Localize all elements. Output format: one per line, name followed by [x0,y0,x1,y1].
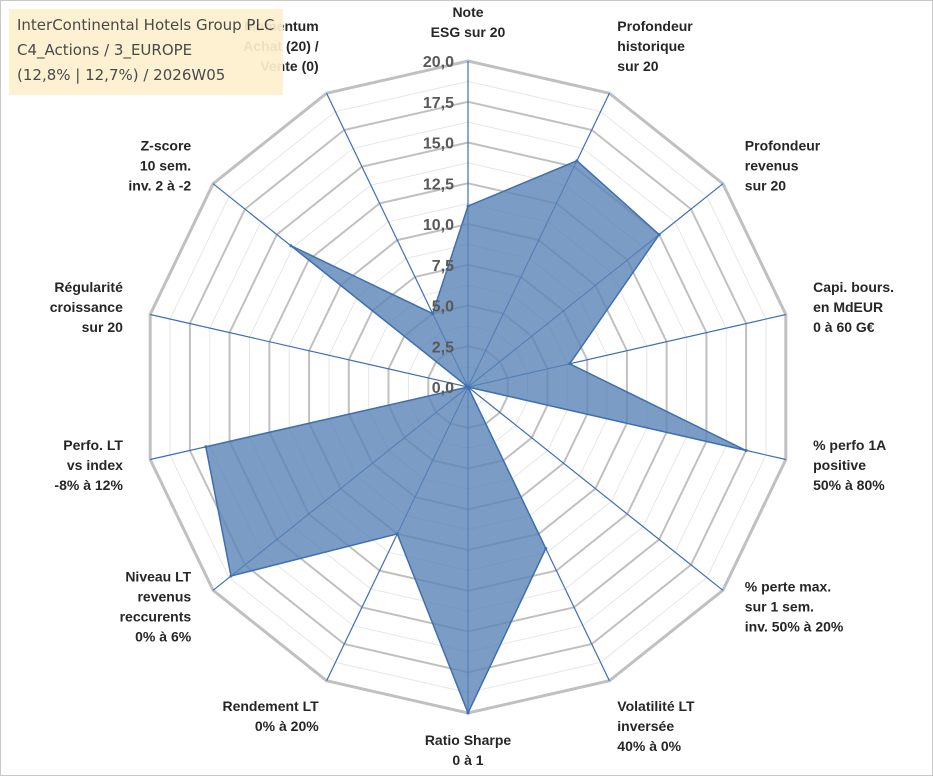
series-point [744,449,748,452]
category-label-line: sur 20 [745,177,786,193]
category-label-line: inversée [617,718,674,734]
category-label: % perte max. sur 1 sem. inv. 50% à 20% [745,579,844,635]
category-label: Rendement LT 0% à 20% [222,698,319,734]
category-label-line: ESG sur 20 [431,24,506,40]
tick-label: 10,0 [423,217,454,234]
company-name: InterContinental Hotels Group PLC [17,16,275,34]
category-label-line: 0 à 60 G€ [813,319,875,335]
series-point [229,574,233,578]
category-path: C4_Actions / 3_EUROPE [17,41,193,59]
category-label-line: 50% à 80% [813,477,885,493]
category-label-line: revenus [137,589,191,605]
category-label: Volatilité LT inversée 40% à 0% [617,698,695,754]
category-label: Capi. bours. en MdEUR 0 à 60 G€ [813,279,894,335]
category-label-line: Régularité [54,279,123,295]
category-labels: Note ESG sur 20 Profondeur historique sur 20… [50,4,894,768]
category-label-line: croissance [50,299,123,315]
axis-spoke [150,313,469,388]
category-label: Niveau LT revenus reccurents 0% à 6% [120,569,192,645]
category-label-line: sur 20 [617,58,658,74]
category-label-line: 0% à 20% [255,718,319,734]
category-label: Note ESG sur 20 [431,4,506,40]
tick-label: 17,5 [423,95,454,112]
category-label: % perfo 1A positive 50% à 80% [813,437,886,493]
category-label-line: -8% à 12% [54,477,123,493]
category-label-line: Niveau LT [125,569,191,585]
category-label-line: Volatilité LT [617,698,695,714]
category-label-line: historique [617,38,685,54]
category-label-line: % perfo 1A [813,437,886,453]
tick-label: 15,0 [423,136,454,153]
tick-label: 12,5 [423,176,454,193]
category-label-line: positive [813,457,866,473]
series-point [395,532,399,536]
tick-label: 20,0 [423,54,454,71]
category-label-line: Z-score [141,137,192,153]
category-label-line: Perfo. LT [63,437,123,453]
category-label-line: vs index [67,457,123,473]
category-label-line: 0% à 6% [135,629,192,645]
performance-stats: (12,8% | 12,7%) / 2026W05 [17,66,226,84]
chart-header: InterContinental Hotels Group PLC C4_Act… [9,9,283,95]
category-label-line: 10 sem. [140,157,191,173]
tick-label: 0,0 [432,380,454,397]
category-label-line: revenus [745,157,799,173]
category-label-line: reccurents [120,609,192,625]
category-label-line: Profondeur [745,137,821,153]
category-label-line: Capi. bours. [813,279,894,295]
category-label: Profondeur revenus sur 20 [745,137,821,193]
category-label: Ratio Sharpe 0 à 1 [425,732,512,768]
series-point [289,244,293,248]
series-point [204,445,208,449]
series-point [466,204,470,208]
category-label-line: % perte max. [745,579,831,595]
series-point [431,312,435,316]
category-label: Perfo. LT vs index -8% à 12% [54,437,123,493]
series-point [466,711,470,715]
series [204,159,748,715]
category-label-line: Rendement LT [222,698,319,714]
series-point [575,159,579,163]
axis-spoke [467,386,724,591]
category-label-line: Ratio Sharpe [425,732,512,748]
series-point [568,362,572,366]
category-label: Régularité croissance sur 20 [50,279,123,335]
category-label-line: sur 1 sem. [745,599,814,615]
series-point [466,385,470,389]
category-label-line: inv. 2 à -2 [128,177,191,193]
category-label-line: 0 à 1 [452,752,483,768]
category-label-line: en MdEUR [813,299,883,315]
category-label: Profondeur historique sur 20 [617,18,693,74]
category-label-line: sur 20 [82,319,123,335]
tick-labels: 0,0 2,5 5,0 7,5 10,0 12,5 15,0 17,5 20,0 [423,54,454,397]
category-label-line: Profondeur [617,18,693,34]
series-point [544,547,548,550]
category-label: Z-score 10 sem. inv. 2 à -2 [128,137,191,193]
tick-label: 2,5 [432,339,454,356]
series-point [657,233,661,237]
category-label-line: inv. 50% à 20% [745,619,844,635]
tick-label: 7,5 [432,258,454,275]
category-label-line: Note [452,4,483,20]
category-label-line: 40% à 0% [617,738,681,754]
tick-label: 5,0 [432,299,454,316]
